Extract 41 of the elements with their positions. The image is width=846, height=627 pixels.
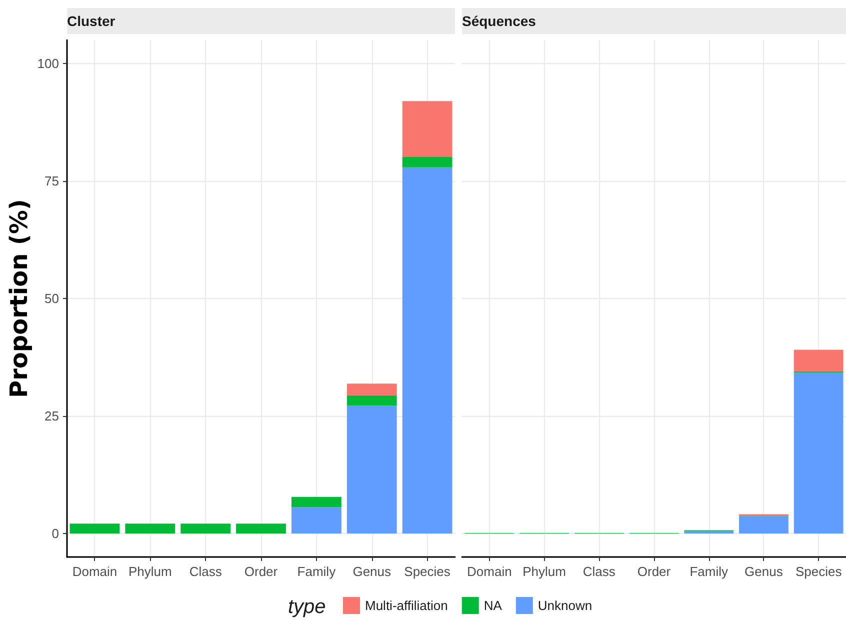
legend-label: Unknown: [538, 598, 592, 613]
bar: [794, 350, 844, 372]
legend-label: NA: [484, 598, 502, 613]
x-tick-label: Class: [189, 564, 222, 579]
bar: [402, 167, 452, 534]
chart-title: Cluster: [67, 13, 116, 29]
bar: [180, 524, 231, 534]
x-tick-label: Genus: [352, 564, 392, 579]
y-tick-label: 50: [44, 291, 59, 306]
legend-label: Multi-affiliation: [365, 598, 448, 613]
bar: [794, 372, 844, 534]
bar: [739, 516, 788, 534]
y-tick-label: 75: [44, 174, 59, 188]
bar: [402, 157, 452, 168]
x-tick-label: Domain: [467, 564, 512, 579]
x-tick-label: Order: [244, 564, 278, 579]
bar: [236, 524, 286, 534]
x-tick-label: Class: [582, 564, 616, 579]
chart-title: Séquences: [462, 13, 536, 29]
x-tick-label: Genus: [744, 564, 784, 579]
bar: [70, 524, 120, 534]
bar: [346, 384, 397, 396]
x-tick-label: Phylum: [128, 564, 172, 579]
y-axis-title: Proportion (%): [5, 198, 33, 398]
bar: [346, 395, 397, 406]
bar: [346, 406, 397, 534]
bar: [402, 101, 452, 158]
bar: [291, 507, 342, 534]
x-tick-label: Species: [404, 564, 451, 579]
y-tick-label: 0: [52, 526, 59, 541]
y-tick-label: 25: [44, 408, 59, 424]
x-tick-label: Species: [795, 564, 842, 579]
bar: [291, 496, 342, 508]
legend-title: type: [288, 596, 326, 618]
bar: [125, 524, 176, 534]
x-tick-label: Family: [297, 564, 336, 579]
x-tick-label: Order: [637, 564, 672, 579]
x-tick-label: Family: [690, 564, 728, 579]
y-tick-label: 100: [37, 56, 59, 71]
x-tick-label: Domain: [72, 564, 118, 579]
x-tick-label: Phylum: [522, 564, 566, 579]
